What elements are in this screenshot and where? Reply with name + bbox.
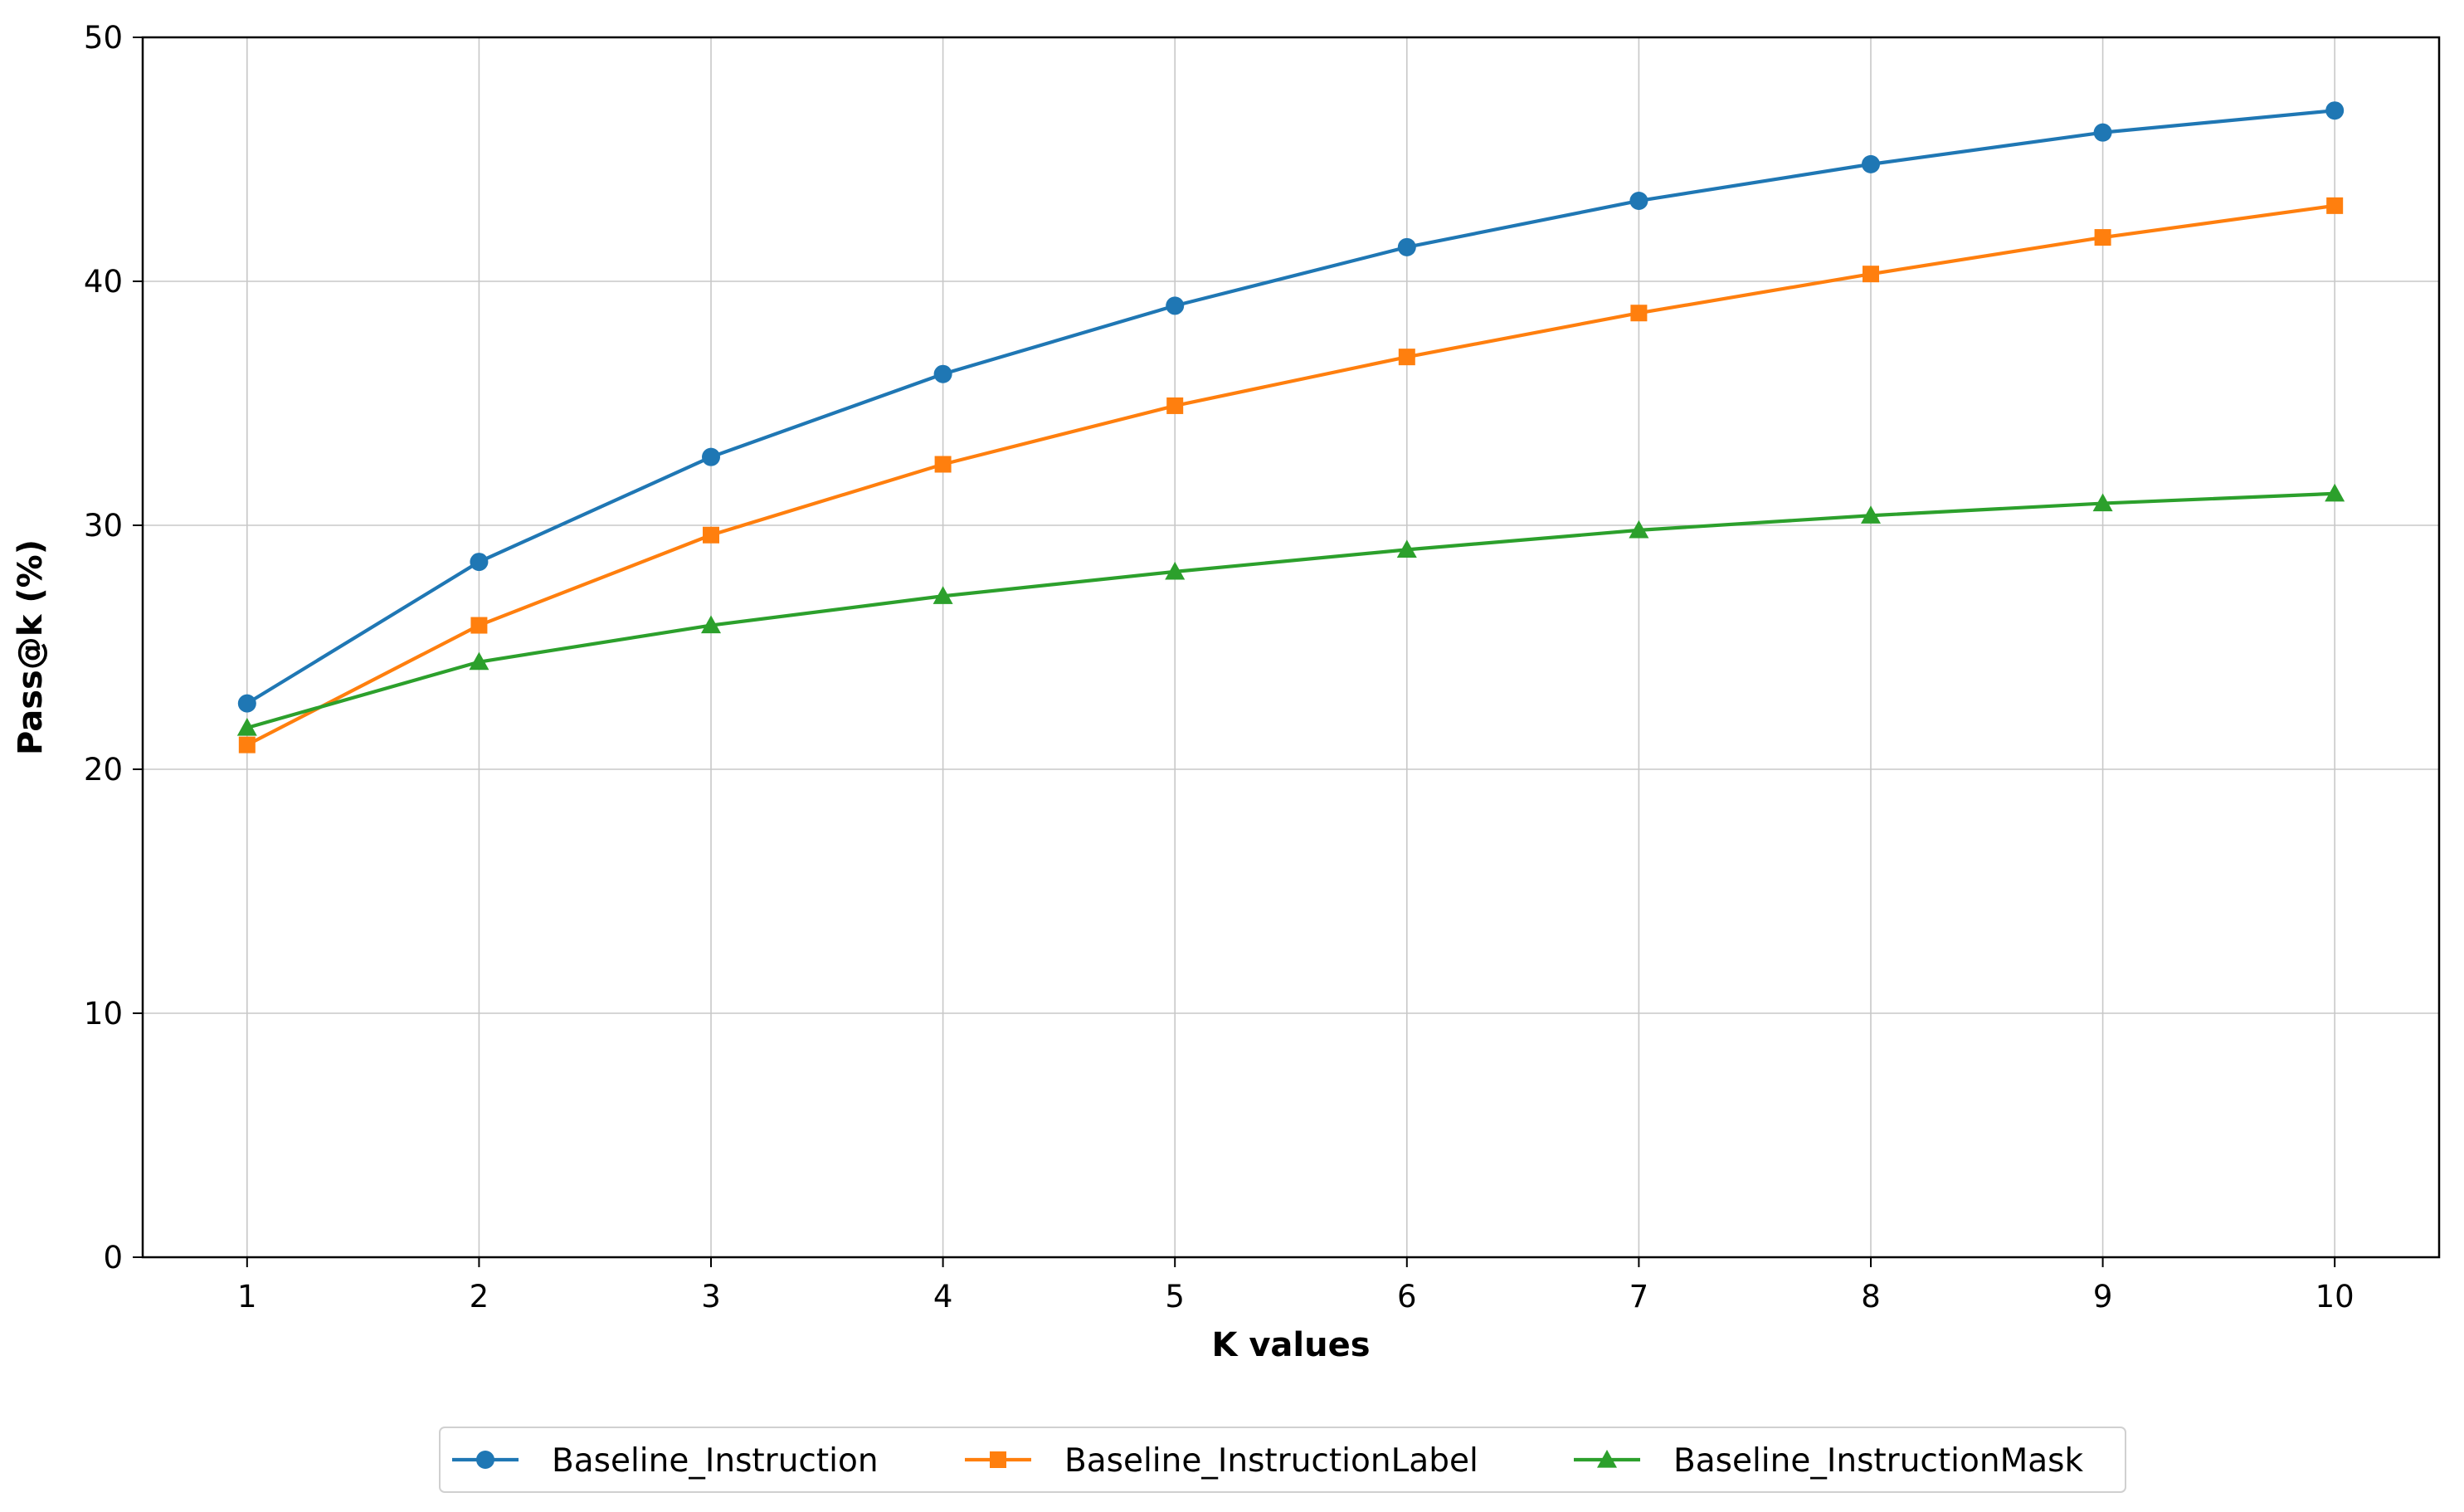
data-point — [2326, 197, 2344, 214]
y-tick-label: 40 — [84, 264, 123, 300]
plot-area — [141, 36, 2441, 1259]
data-point — [1396, 539, 1417, 558]
legend-box — [439, 1427, 2126, 1493]
legend-marker — [1597, 1450, 1617, 1468]
data-point — [1862, 266, 1879, 283]
data-point — [1861, 154, 1880, 173]
legend-item: Baseline_InstructionMask — [1574, 1442, 2083, 1480]
x-tick-label: 9 — [2093, 1279, 2113, 1314]
legend-item: Baseline_InstructionLabel — [965, 1442, 1478, 1480]
data-point — [238, 736, 256, 754]
data-point — [2092, 493, 2113, 512]
data-point — [2325, 101, 2345, 120]
axis-ticks: 1 2 3 4 5 6 7 8 9 10 0 10 20 30 40 50 — [84, 20, 2354, 1314]
grid-lines — [143, 37, 2439, 1258]
x-tick-label: 10 — [2315, 1279, 2354, 1314]
data-point — [1629, 191, 1648, 210]
data-point — [470, 553, 489, 572]
legend-marker — [476, 1451, 494, 1469]
series-line — [246, 491, 2335, 730]
data-point — [237, 694, 256, 713]
data-point — [1165, 561, 1186, 580]
series-Baseline_InstructionLabel — [238, 197, 2344, 754]
y-tick-label: 10 — [84, 996, 123, 1032]
data-point — [1397, 237, 1416, 256]
x-tick-label: 6 — [1397, 1279, 1417, 1314]
data-point — [470, 617, 488, 634]
x-tick-label: 1 — [237, 1279, 257, 1314]
data-point — [1630, 305, 1648, 322]
y-tick-label: 50 — [84, 20, 123, 56]
data-point — [934, 456, 952, 473]
data-point — [701, 615, 722, 634]
series-line — [246, 109, 2335, 705]
data-point — [933, 586, 953, 604]
data-point — [1629, 519, 1649, 539]
data-point — [703, 526, 720, 544]
data-point — [1166, 397, 1184, 414]
x-tick-label: 8 — [1861, 1279, 1881, 1314]
x-tick-label: 7 — [1629, 1279, 1649, 1314]
legend-label: Baseline_Instruction — [552, 1442, 879, 1480]
legend-label: Baseline_InstructionLabel — [1064, 1442, 1478, 1480]
data-point — [1398, 349, 1415, 366]
x-axis-label: K values — [1211, 1326, 1370, 1364]
data-point — [236, 718, 257, 736]
data-point — [2325, 483, 2345, 502]
legend-label: Baseline_InstructionMask — [1673, 1442, 2083, 1480]
x-tick-label: 3 — [701, 1279, 721, 1314]
data-point — [2094, 229, 2111, 246]
series-Baseline_InstructionMask — [236, 483, 2345, 736]
y-tick-label: 30 — [84, 508, 123, 544]
series-layer — [236, 101, 2345, 754]
data-point — [1166, 296, 1185, 315]
x-tick-label: 2 — [470, 1279, 489, 1314]
y-tick-label: 0 — [103, 1240, 123, 1275]
data-point — [2093, 123, 2112, 142]
legend-item: Baseline_Instruction — [452, 1442, 879, 1480]
x-tick-label: 4 — [933, 1279, 953, 1314]
y-tick-label: 20 — [84, 752, 123, 788]
series-line — [246, 203, 2335, 747]
series-Baseline_Instruction — [237, 101, 2345, 713]
data-point — [702, 447, 721, 466]
data-point — [1860, 505, 1881, 524]
data-point — [933, 364, 952, 383]
x-tick-label: 5 — [1165, 1279, 1185, 1314]
data-point — [469, 651, 489, 671]
y-axis-label: Pass@k (%) — [12, 539, 50, 755]
legend: Baseline_Instruction Baseline_Instruction… — [439, 1427, 2126, 1493]
legend-marker — [990, 1451, 1006, 1468]
